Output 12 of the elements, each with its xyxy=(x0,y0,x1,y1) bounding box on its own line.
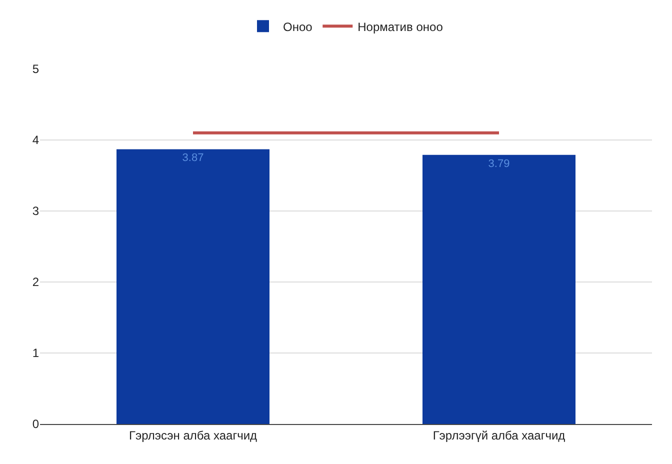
y-tick-label: 3 xyxy=(32,204,40,218)
y-tick-label: 4 xyxy=(32,133,40,148)
x-tick-label: Гэрлэсэн алба хаагчид xyxy=(128,428,258,442)
legend-label: Оноо xyxy=(283,20,313,34)
y-tick-label: 2 xyxy=(32,275,40,290)
x-tick-label: Гэрлээгүй алба хаагчид xyxy=(432,428,566,442)
y-tick-label: 1 xyxy=(32,346,40,360)
data-label: 3.79 xyxy=(488,158,510,170)
legend-label: Норматив оноо xyxy=(358,20,444,34)
data-label: 3.87 xyxy=(182,152,204,164)
y-tick-label: 0 xyxy=(32,417,40,432)
y-tick-label: 5 xyxy=(32,62,40,76)
